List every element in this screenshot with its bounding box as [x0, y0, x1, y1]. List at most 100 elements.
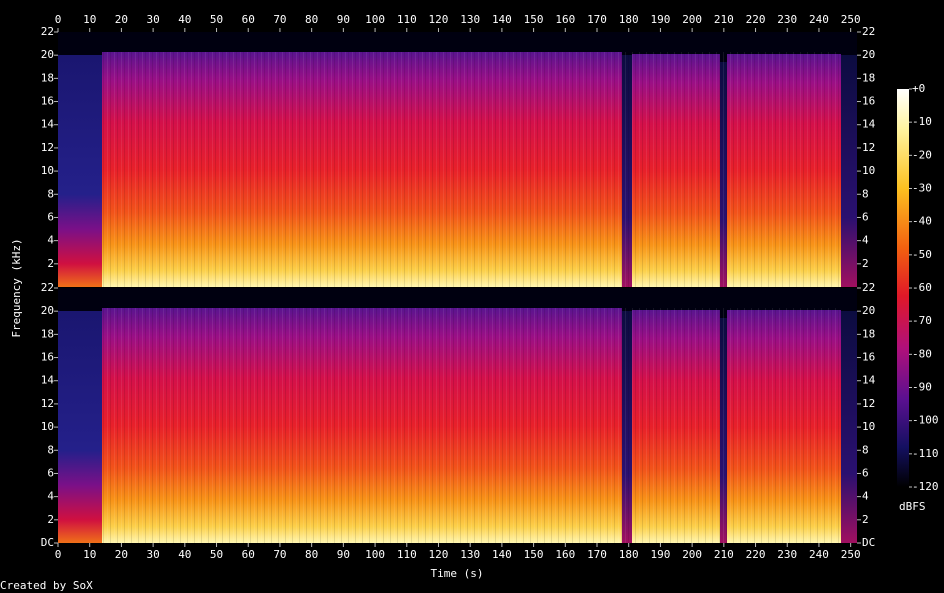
x-tick-label: 170: [587, 13, 607, 26]
x-tick-label: 220: [746, 13, 766, 26]
x-tick-label: 240: [809, 13, 829, 26]
colorbar-tick-label: -60: [912, 281, 932, 294]
x-tick-label: 160: [555, 13, 575, 26]
x-tick-label: 70: [273, 13, 286, 26]
y-tick-label: 18: [862, 327, 875, 340]
y-tick-label: 16: [862, 95, 875, 108]
colorbar-tick-label: -20: [912, 148, 932, 161]
x-tick-label: 190: [650, 548, 670, 561]
x-tick-label: 230: [777, 13, 797, 26]
colorbar-tick-label: -110: [912, 447, 939, 460]
colorbar-tick-label: -100: [912, 414, 939, 427]
y-tick-label: 6: [862, 210, 869, 223]
x-tick-label: 40: [178, 13, 191, 26]
x-tick-label: 0: [55, 13, 62, 26]
y-tick-label: 22: [41, 281, 54, 294]
x-tick-label: 80: [305, 548, 318, 561]
y-tick-label: 10: [862, 420, 875, 433]
x-tick-label: 10: [83, 548, 96, 561]
y-tick-label: 4: [47, 234, 54, 247]
y-tick-label: DC: [41, 536, 54, 549]
y-tick-label: 6: [47, 210, 54, 223]
y-tick-label: 10: [41, 420, 54, 433]
y-tick-label: 8: [47, 187, 54, 200]
x-tick-label: 160: [555, 548, 575, 561]
y-tick-label: 20: [41, 304, 54, 317]
x-tick-label: 60: [242, 548, 255, 561]
x-tick-label: 230: [777, 548, 797, 561]
x-tick-label: 60: [242, 13, 255, 26]
colorbar: [897, 89, 909, 487]
x-tick-label: 170: [587, 548, 607, 561]
y-tick-label: DC: [862, 536, 875, 549]
y-tick-label: 18: [41, 327, 54, 340]
y-tick-label: 2: [862, 257, 869, 270]
y-tick-label: 16: [862, 351, 875, 364]
x-tick-label: 130: [460, 13, 480, 26]
y-tick-label: 12: [862, 141, 875, 154]
y-tick-label: 20: [41, 48, 54, 61]
colorbar-tick-label: +0: [912, 82, 925, 95]
x-tick-label: 130: [460, 548, 480, 561]
colorbar-tick-label: -120: [912, 480, 939, 493]
x-tick-label: 50: [210, 13, 223, 26]
x-tick-label: 220: [746, 548, 766, 561]
y-tick-label: 8: [862, 443, 869, 456]
colorbar-label: dBFS: [899, 500, 926, 513]
x-tick-label: 240: [809, 548, 829, 561]
x-tick-label: 180: [619, 548, 639, 561]
y-tick-label: 10: [41, 164, 54, 177]
y-tick-label: 12: [862, 397, 875, 410]
y-tick-label: 16: [41, 351, 54, 364]
y-tick-label: 16: [41, 95, 54, 108]
y-tick-label: 18: [862, 71, 875, 84]
y-tick-label: 10: [862, 164, 875, 177]
x-tick-label: 120: [429, 13, 449, 26]
credit: Created by SoX: [0, 579, 93, 592]
colorbar-tick-label: -40: [912, 215, 932, 228]
x-tick-label: 10: [83, 13, 96, 26]
x-tick-label: 150: [524, 548, 544, 561]
y-tick-label: 8: [47, 443, 54, 456]
x-tick-label: 110: [397, 548, 417, 561]
x-tick-label: 200: [682, 13, 702, 26]
colorbar-tick-label: -30: [912, 182, 932, 195]
x-tick-label: 140: [492, 548, 512, 561]
x-tick-label: 100: [365, 548, 385, 561]
x-tick-label: 210: [714, 13, 734, 26]
y-tick-label: 2: [862, 513, 869, 526]
x-tick-label: 40: [178, 548, 191, 561]
x-tick-label: 30: [146, 13, 159, 26]
x-tick-label: 210: [714, 548, 734, 561]
y-tick-label: 8: [862, 187, 869, 200]
x-tick-label: 20: [115, 13, 128, 26]
y-tick-label: 4: [862, 234, 869, 247]
y-tick-label: 12: [41, 141, 54, 154]
colorbar-tick-label: -80: [912, 347, 932, 360]
x-tick-label: 90: [337, 13, 350, 26]
x-tick-label: 200: [682, 548, 702, 561]
x-tick-label: 120: [429, 548, 449, 561]
y-tick-label: 22: [862, 25, 875, 38]
x-tick-label: 80: [305, 13, 318, 26]
x-tick-label: 50: [210, 548, 223, 561]
y-tick-label: 12: [41, 397, 54, 410]
y-tick-label: 4: [862, 490, 869, 503]
x-axis-label: Time (s): [431, 567, 484, 580]
y-tick-label: 22: [41, 25, 54, 38]
x-tick-label: 150: [524, 13, 544, 26]
spectrogram-image: [58, 32, 857, 287]
y-tick-label: 2: [47, 257, 54, 270]
x-tick-label: 30: [146, 548, 159, 561]
spectrogram-image: [58, 288, 857, 543]
y-tick-label: 6: [862, 466, 869, 479]
x-tick-label: 110: [397, 13, 417, 26]
y-tick-label: 20: [862, 304, 875, 317]
x-tick-label: 180: [619, 13, 639, 26]
y-tick-label: 4: [47, 490, 54, 503]
colorbar-tick-label: -50: [912, 248, 932, 261]
colorbar-tick-label: -70: [912, 314, 932, 327]
y-axis-label: Frequency (kHz): [10, 238, 23, 337]
y-tick-label: 2: [47, 513, 54, 526]
